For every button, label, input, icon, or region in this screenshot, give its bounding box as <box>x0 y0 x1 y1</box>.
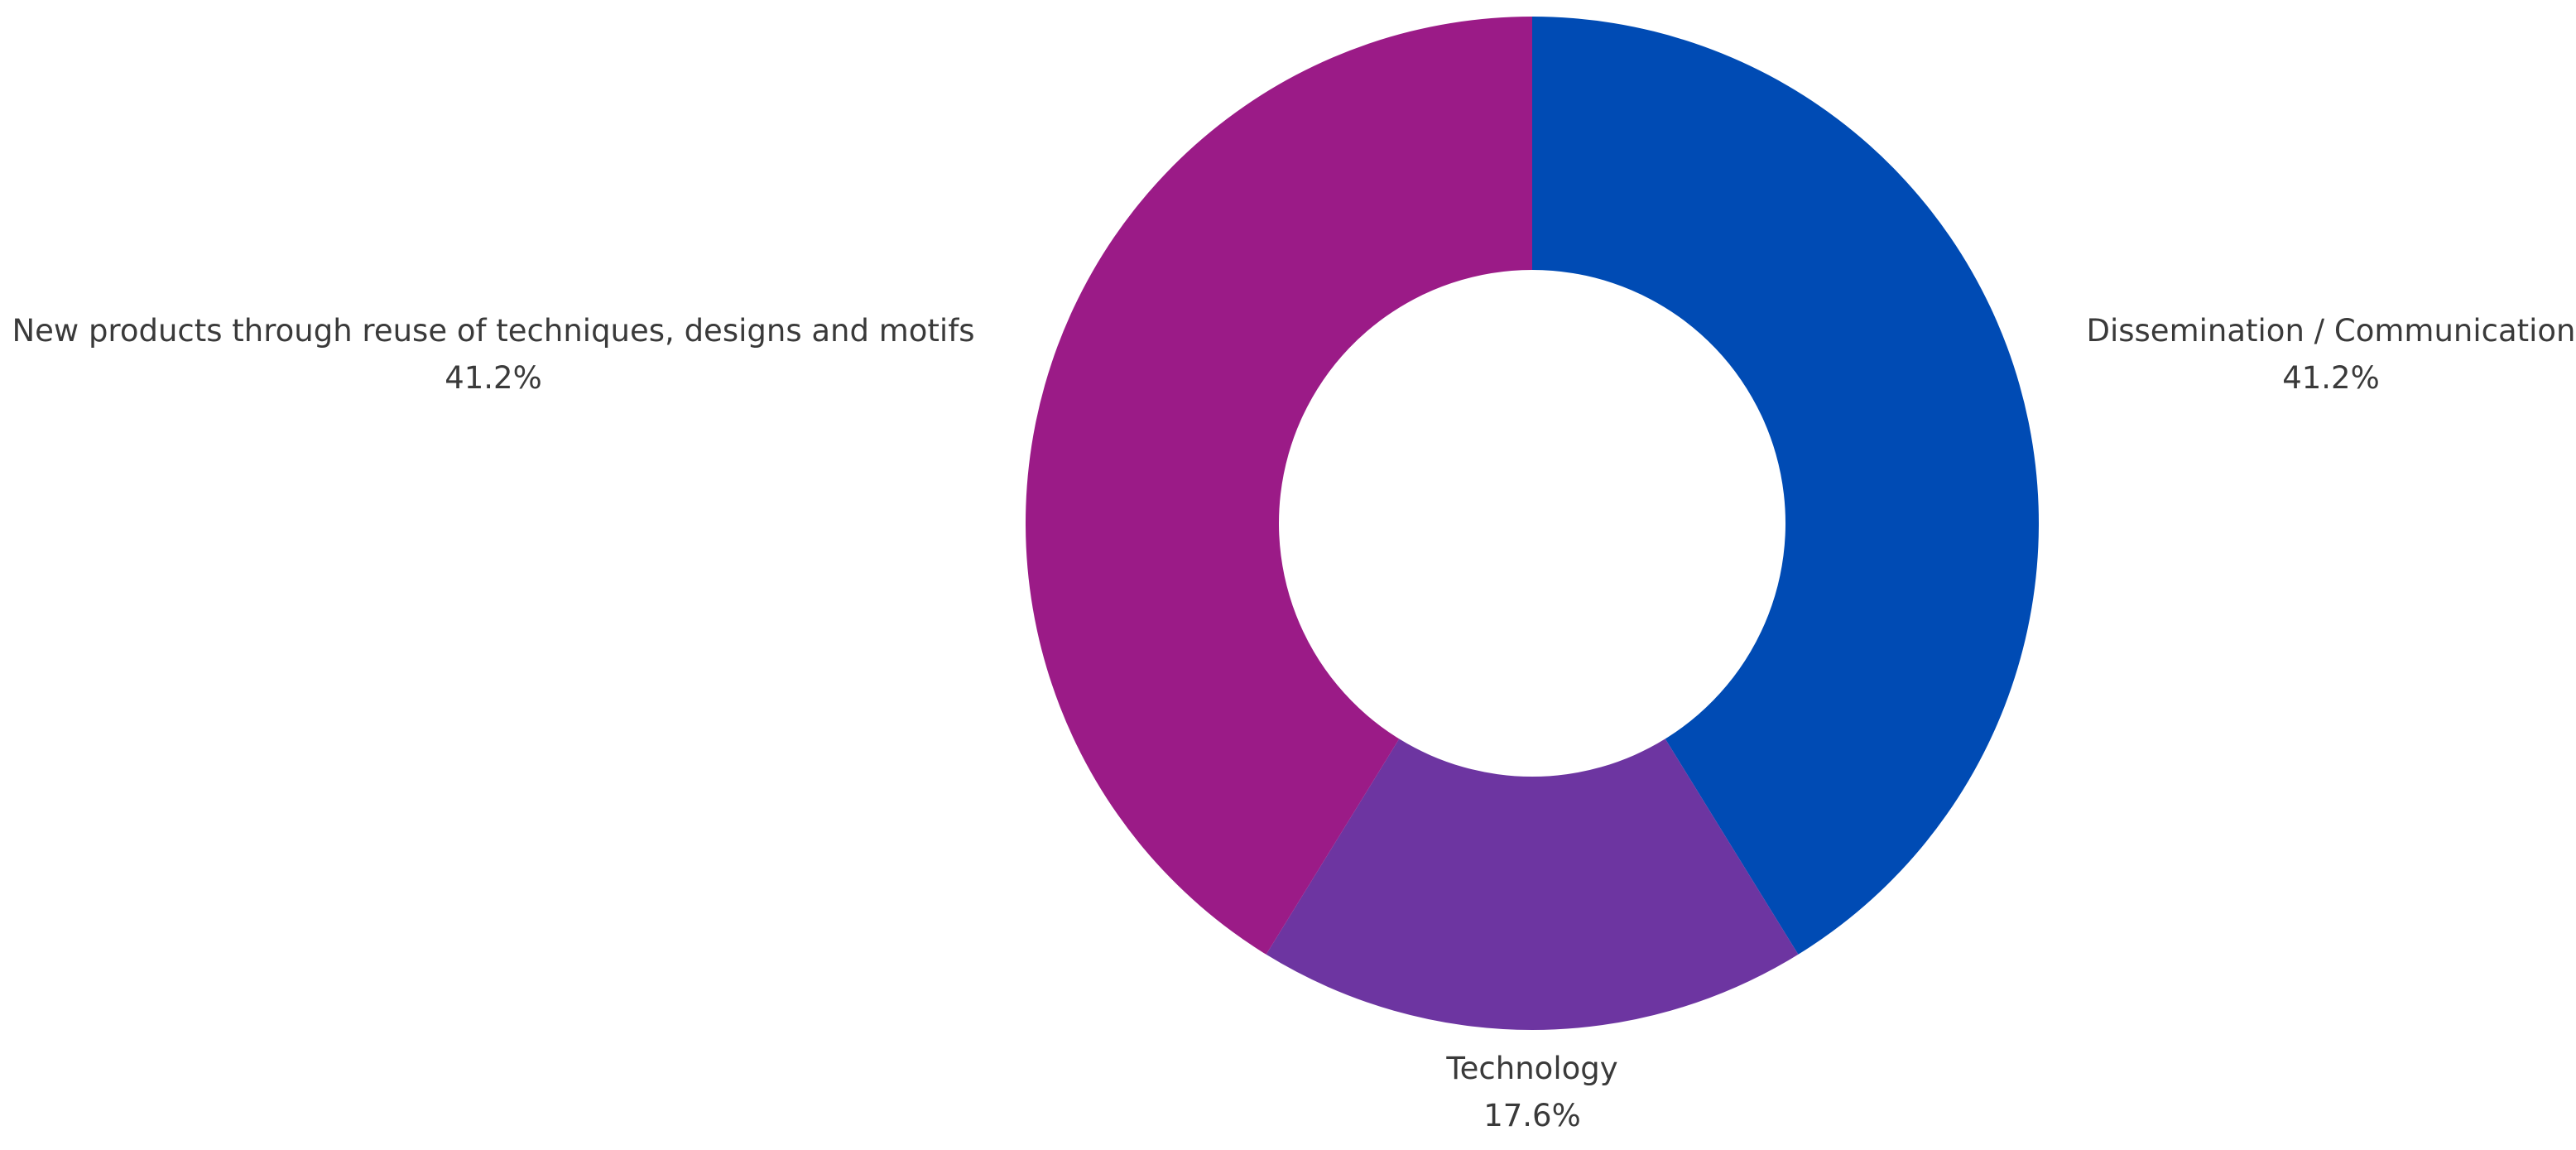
slices-layer <box>1026 17 2039 1030</box>
labels-layer: Dissemination / Communication 41.2% Techno… <box>12 313 2575 1133</box>
slice-3-label: New products through reuse of techniques… <box>12 313 974 349</box>
slice-2-value-label: 17.6% <box>1483 1098 1581 1133</box>
slice-1 <box>1532 17 2039 955</box>
slice-3 <box>1026 17 1532 955</box>
slice-2-label: Technology <box>1445 1051 1617 1086</box>
slice-1-label: Dissemination / Communication <box>2086 313 2575 349</box>
slice-1-value-label: 41.2% <box>2282 360 2380 396</box>
slice-3-value-label: 41.2% <box>445 360 542 396</box>
slice-2 <box>1266 739 1799 1030</box>
